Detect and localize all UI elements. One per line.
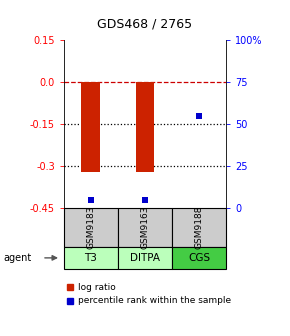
- Text: DITPA: DITPA: [130, 253, 160, 263]
- Text: T3: T3: [84, 253, 97, 263]
- Text: log ratio: log ratio: [78, 283, 116, 292]
- Text: GDS468 / 2765: GDS468 / 2765: [97, 17, 193, 30]
- Text: GSM9188: GSM9188: [195, 206, 204, 249]
- Text: percentile rank within the sample: percentile rank within the sample: [78, 296, 231, 305]
- Text: GSM9163: GSM9163: [140, 206, 150, 249]
- Bar: [81, 82, 100, 172]
- Bar: [135, 82, 155, 172]
- Text: GSM9183: GSM9183: [86, 206, 95, 249]
- Text: agent: agent: [3, 253, 31, 263]
- Text: CGS: CGS: [188, 253, 210, 263]
